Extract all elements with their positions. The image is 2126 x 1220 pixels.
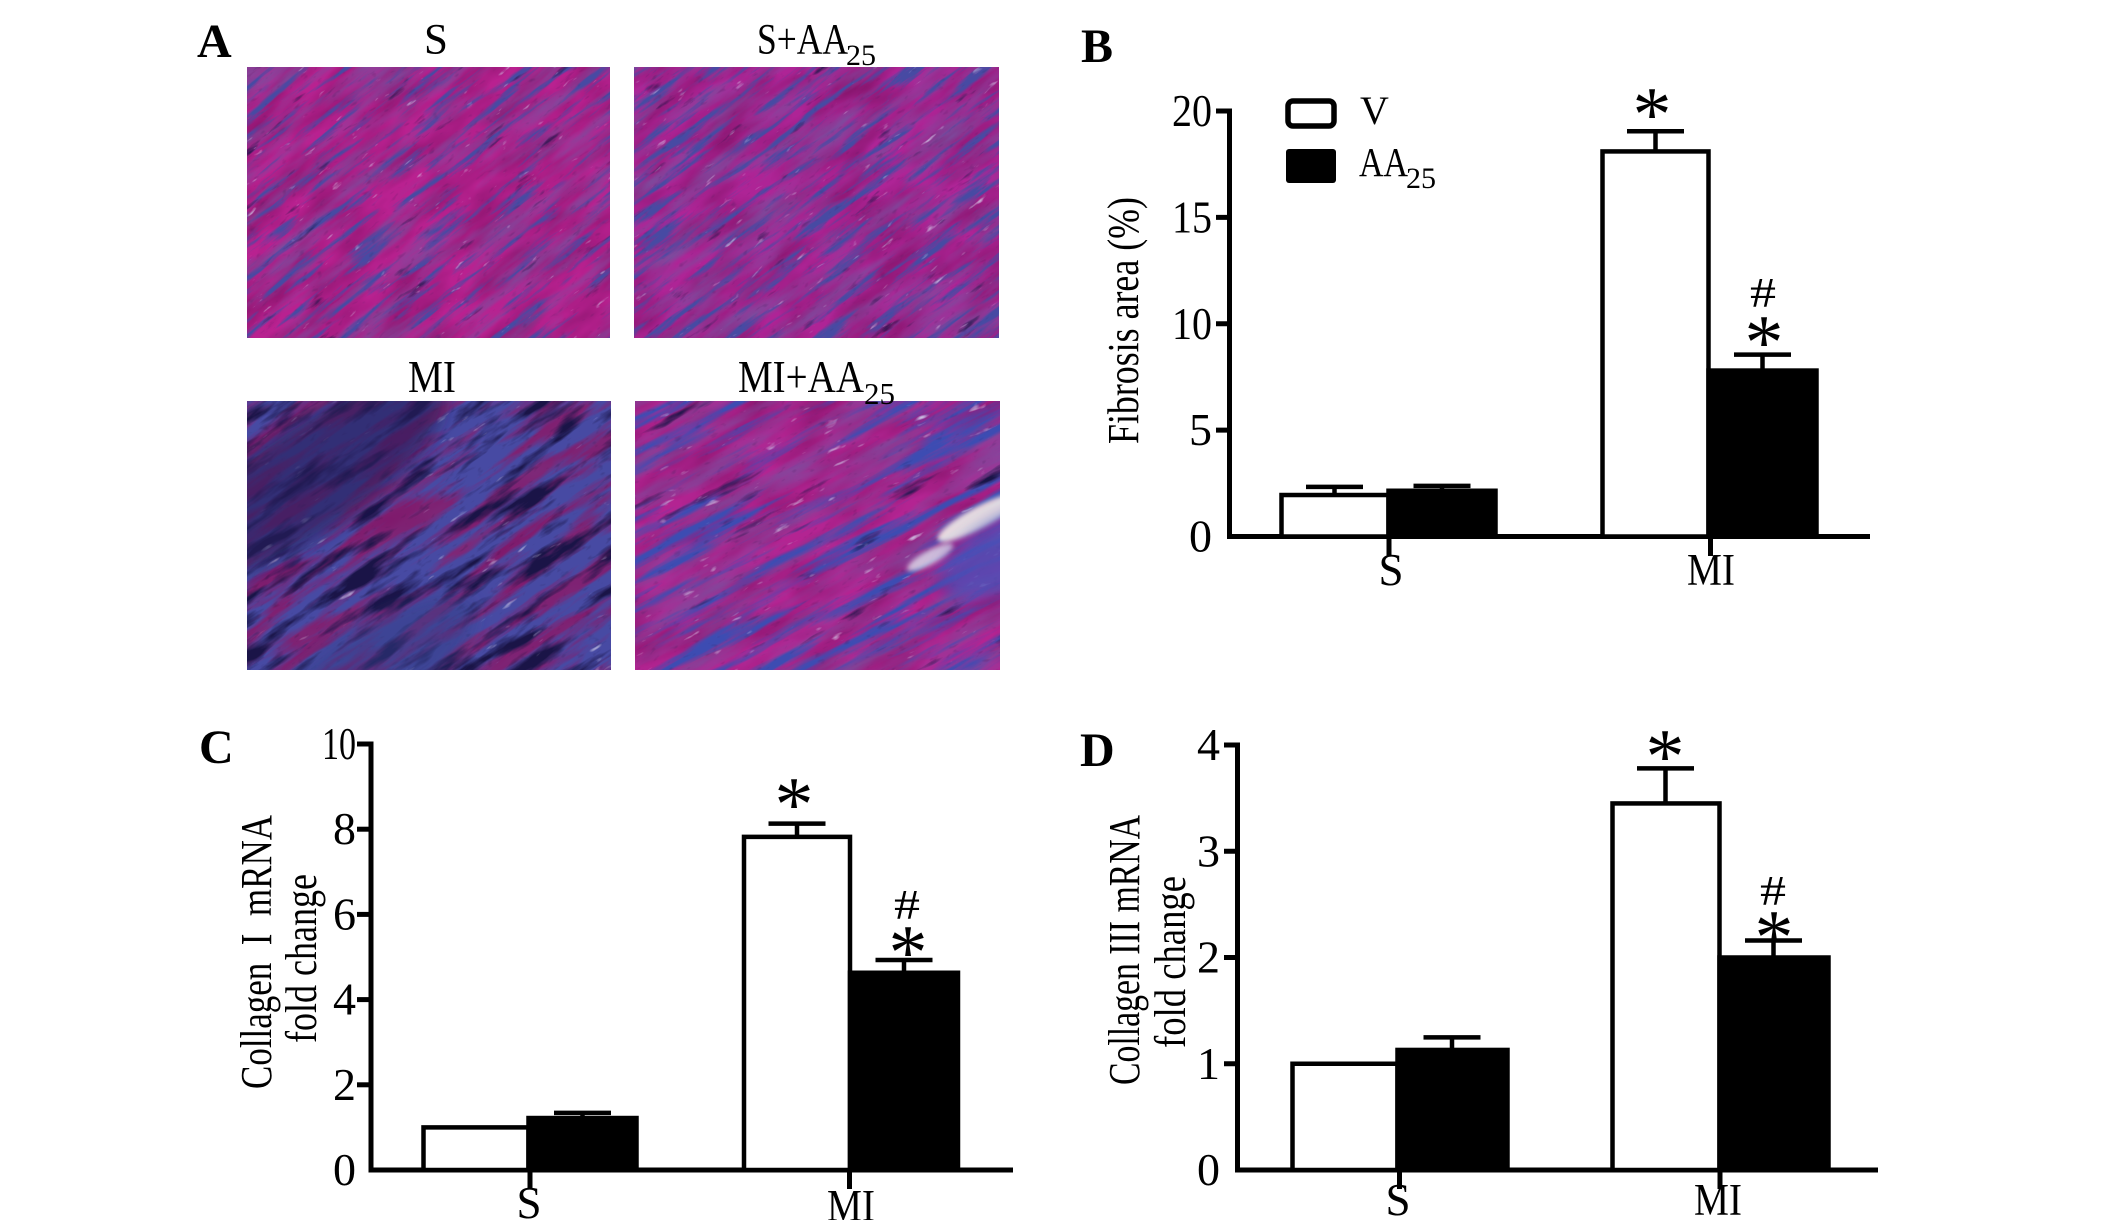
svg-text:Fibrosis area (%): Fibrosis area (%) — [1099, 197, 1148, 444]
svg-text:10: 10 — [322, 718, 356, 769]
svg-text:AA: AA — [1359, 139, 1408, 185]
svg-text:*: * — [1755, 893, 1794, 980]
svg-text:D: D — [1080, 724, 1115, 777]
svg-text:MI: MI — [1694, 1175, 1742, 1220]
svg-text:Collagen I mRNA: Collagen I mRNA — [232, 815, 281, 1089]
svg-text:S: S — [424, 17, 448, 64]
svg-text:25: 25 — [1406, 162, 1436, 195]
svg-text:6: 6 — [333, 888, 356, 939]
svg-text:25: 25 — [846, 39, 876, 72]
svg-text:MI: MI — [827, 1181, 875, 1220]
svg-text:Collagen III mRNA: Collagen III mRNA — [1100, 815, 1149, 1085]
svg-text:S+AA: S+AA — [757, 17, 848, 64]
svg-text:4: 4 — [1197, 719, 1220, 770]
svg-text:MI: MI — [1687, 545, 1735, 595]
svg-text:V: V — [1360, 88, 1389, 133]
svg-text:#: # — [1760, 869, 1786, 915]
svg-text:#: # — [894, 883, 920, 929]
svg-text:*: * — [1633, 70, 1672, 157]
svg-text:S: S — [1378, 545, 1403, 595]
svg-text:*: * — [889, 908, 928, 995]
svg-text:S: S — [1385, 1175, 1410, 1220]
svg-text:2: 2 — [1197, 932, 1220, 983]
svg-text:B: B — [1081, 20, 1113, 73]
svg-text:fold change: fold change — [1146, 876, 1195, 1048]
svg-text:25: 25 — [864, 376, 895, 411]
svg-text:20: 20 — [1172, 85, 1212, 136]
svg-text:4: 4 — [333, 974, 356, 1025]
svg-text:MI+AA: MI+AA — [738, 351, 864, 402]
svg-text:8: 8 — [333, 803, 356, 854]
svg-text:0: 0 — [333, 1144, 356, 1195]
svg-text:*: * — [775, 760, 814, 847]
svg-text:S: S — [516, 1178, 541, 1220]
svg-text:2: 2 — [333, 1059, 356, 1110]
svg-text:#: # — [1750, 271, 1776, 317]
svg-text:A: A — [197, 15, 232, 68]
svg-text:*: * — [1745, 298, 1784, 385]
svg-text:*: * — [1646, 712, 1685, 799]
svg-text:10: 10 — [1172, 298, 1212, 349]
svg-text:0: 0 — [1189, 511, 1212, 562]
svg-text:MI: MI — [408, 351, 456, 402]
svg-text:0: 0 — [1197, 1144, 1220, 1195]
svg-text:1: 1 — [1197, 1038, 1220, 1089]
svg-text:C: C — [199, 721, 234, 774]
svg-text:15: 15 — [1172, 191, 1212, 242]
svg-text:5: 5 — [1189, 404, 1212, 455]
svg-text:fold change: fold change — [277, 874, 326, 1043]
svg-text:3: 3 — [1197, 825, 1220, 876]
